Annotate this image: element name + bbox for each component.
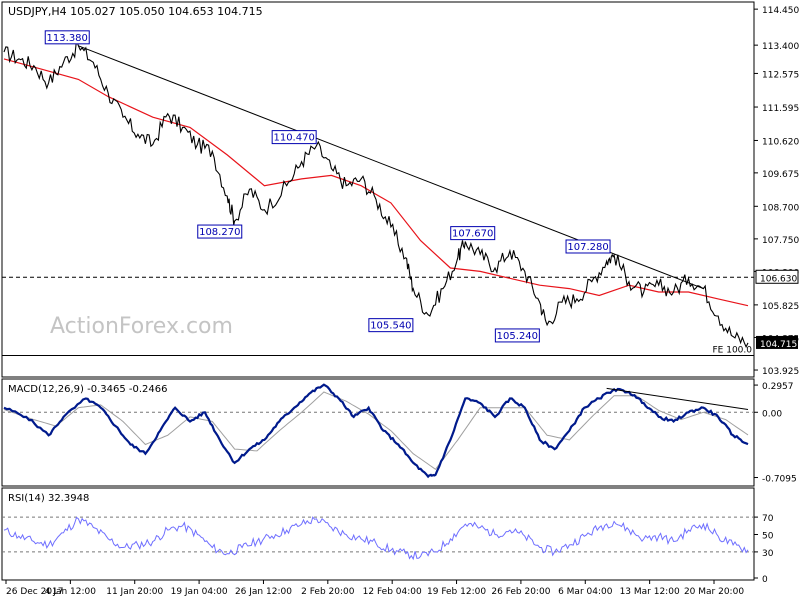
macd-divergence-line — [606, 387, 749, 411]
rsi-tick-label: 0 — [762, 575, 768, 585]
price-tick-label: 113.400 — [762, 42, 799, 52]
time-tick-label: 11 Jan 20:00 — [106, 587, 163, 597]
time-tick-label: 4 Jan 12:00 — [45, 587, 97, 597]
swing-label-box — [44, 30, 90, 45]
swing-label-box — [494, 328, 540, 343]
rsi-tick-label: 30 — [762, 549, 774, 559]
time-tick-label: 6 Mar 04:00 — [558, 587, 613, 597]
time-tick-label: 26 Dec 2017 — [6, 587, 64, 597]
price-tick-label: 109.675 — [762, 170, 799, 180]
time-tick-label: 26 Jan 12:00 — [235, 587, 292, 597]
swing-label: 107.670 — [452, 229, 493, 240]
rsi-title: RSI(14) 32.3948 — [8, 493, 89, 504]
price-tick-label: 110.620 — [762, 137, 799, 147]
swing-label: 108.270 — [199, 227, 240, 238]
swing-label-box — [565, 239, 611, 254]
price-tick-label: 112.575 — [762, 70, 799, 80]
rsi-line — [3, 516, 749, 561]
moving-average-line — [3, 58, 749, 307]
time-tick-label: 19 Feb 12:00 — [427, 587, 486, 597]
swing-label: 107.280 — [567, 242, 608, 253]
last-price-marker: 104.715 — [756, 335, 798, 350]
swing-label-box — [271, 130, 317, 145]
macd-axis: 0.2957 0.00 -0.7095 — [754, 382, 797, 485]
rsi-tick-label: 50 — [762, 532, 774, 542]
price-line — [3, 40, 749, 349]
time-tick-label: 2 Feb 20:00 — [301, 587, 355, 597]
swing-label-box — [450, 226, 496, 241]
price-tick-label: 105.825 — [762, 302, 799, 312]
swing-label: 105.540 — [370, 321, 411, 332]
level-tag-label: 106.630 — [760, 274, 797, 284]
time-tick-label: 12 Feb 04:00 — [363, 587, 422, 597]
macd-title: MACD(12,26,9) -0.3465 -0.2466 — [8, 384, 168, 395]
last-price-label: 104.715 — [760, 340, 797, 350]
time-tick-label: 19 Jan 04:00 — [171, 587, 228, 597]
rsi-axis: 70 50 30 0 — [754, 514, 774, 585]
rsi-level-lines — [2, 516, 754, 553]
symbol-ohlc-header: USDJPY,H4 105.027 105.050 104.653 104.71… — [8, 5, 263, 18]
rsi-panel: RSI(14) 32.3948 70 50 30 0 — [1, 487, 774, 585]
price-tick-label: 107.750 — [762, 236, 799, 246]
price-tick-label: 111.595 — [762, 104, 799, 114]
macd-line — [3, 383, 749, 479]
price-tick-label: 103.925 — [762, 367, 799, 377]
time-tick-label: 20 Mar 20:00 — [684, 587, 744, 597]
price-tick-label: 114.450 — [762, 6, 799, 16]
horizontal-levels: 106.630 FE 100.0 — [2, 269, 799, 356]
price-panel: USDJPY,H4 105.027 105.050 104.653 104.71… — [1, 1, 799, 378]
swing-label-box — [368, 318, 414, 333]
macd-panel: MACD(12,26,9) -0.3465 -0.2466 0.2957 0.00… — [1, 378, 797, 487]
watermark-text: ActionForex.com — [50, 314, 233, 339]
level-tag — [755, 269, 799, 284]
swing-label-box — [197, 224, 243, 239]
time-tick-label: 13 Mar 12:00 — [620, 587, 680, 597]
swing-labels: 113.380 110.470 108.270 107.670 105.540 105.2… — [44, 30, 611, 343]
time-tick-label: 26 Feb 20:00 — [491, 587, 550, 597]
macd-tick-label: 0.2957 — [762, 382, 794, 392]
level-label: FE 100.0 — [713, 345, 753, 355]
macd-tick-label: -0.7095 — [762, 475, 797, 485]
price-tick-label: 108.700 — [762, 203, 799, 213]
macd-signal-line — [3, 391, 749, 470]
last-price-tag — [756, 335, 798, 349]
macd-tick-label: 0.00 — [762, 409, 782, 419]
rsi-tick-label: 70 — [762, 514, 774, 524]
swing-label: 105.240 — [497, 331, 538, 342]
swing-label: 113.380 — [47, 33, 88, 44]
swing-label: 110.470 — [273, 133, 314, 144]
